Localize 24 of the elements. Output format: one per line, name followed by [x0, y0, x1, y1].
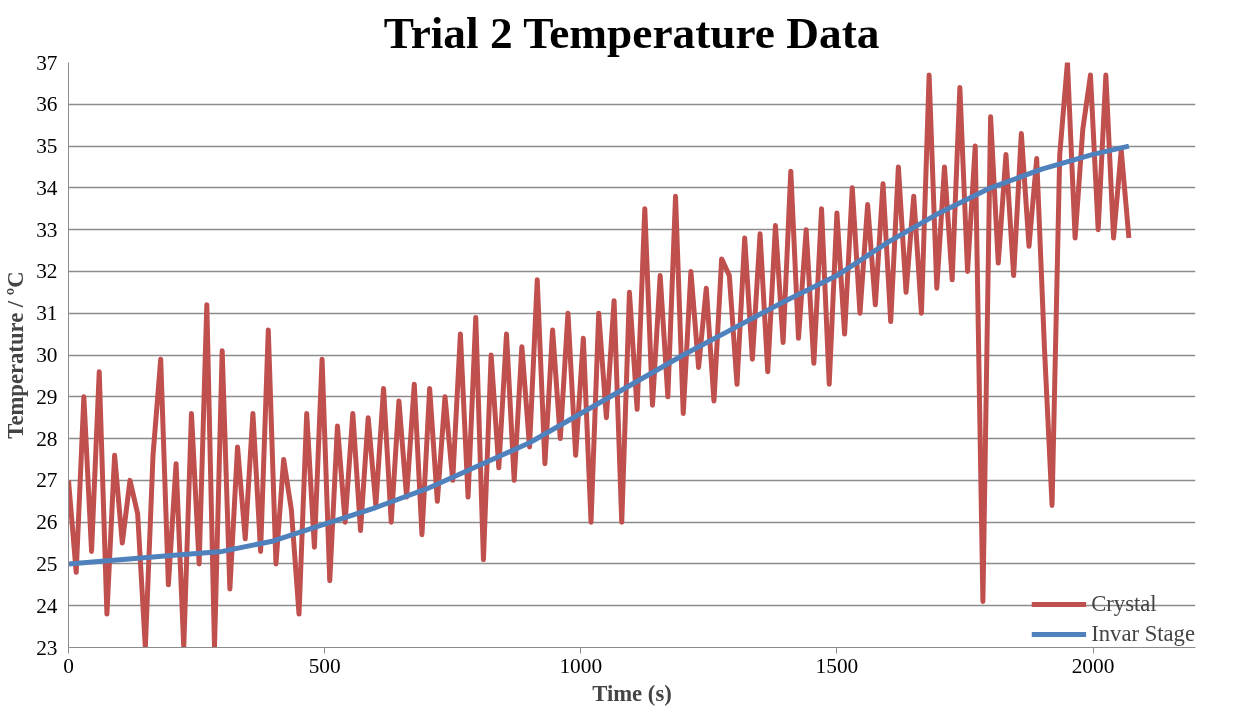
y-tick-label: 28	[36, 426, 58, 451]
y-tick-label: 25	[36, 551, 58, 576]
x-tick-label: 0	[63, 653, 74, 678]
x-tick-label: 1000	[559, 653, 603, 678]
x-tick-label: 500	[308, 653, 341, 678]
y-tick-label: 34	[36, 175, 58, 200]
x-axis-title: Time (s)	[592, 680, 672, 706]
y-tick-label: 23	[36, 635, 58, 660]
y-tick-label: 31	[36, 301, 58, 326]
y-tick-label: 35	[36, 134, 58, 159]
x-tick-label: 2000	[1071, 653, 1115, 678]
y-axis-title: Temperature / ºC	[3, 271, 29, 439]
legend-label: Invar Stage	[1091, 621, 1195, 647]
chart-title: Trial 2 Temperature Data	[383, 7, 880, 58]
y-tick-label: 29	[36, 384, 58, 409]
y-tick-label: 32	[36, 259, 58, 284]
y-tick-label: 30	[36, 343, 58, 367]
x-tick-label: 1500	[815, 653, 859, 678]
y-tick-label: 27	[36, 468, 58, 493]
y-tick-label: 33	[36, 217, 58, 242]
y-tick-label: 26	[36, 510, 58, 535]
y-tick-label: 37	[36, 50, 58, 75]
y-tick-label: 24	[36, 593, 58, 618]
y-tick-label: 36	[36, 92, 58, 117]
